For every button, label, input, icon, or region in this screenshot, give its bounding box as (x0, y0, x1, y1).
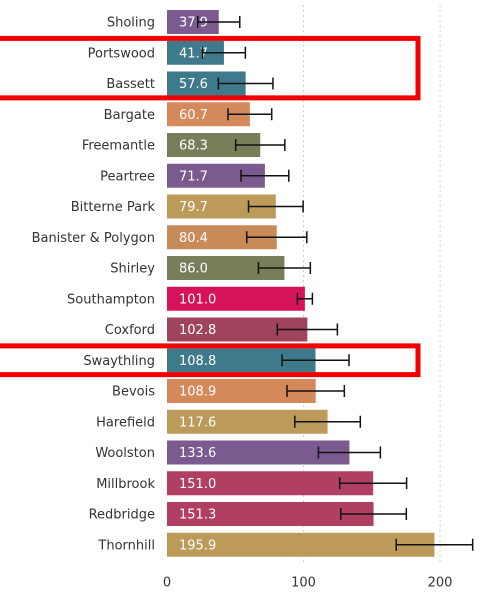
value-label: 86.0 (179, 262, 208, 277)
error-bar (395, 538, 474, 551)
y-tick-label: Coxford (105, 323, 155, 338)
bar (167, 532, 435, 557)
y-tick-label: Swaythling (83, 354, 155, 369)
value-label: 80.4 (179, 231, 208, 246)
value-label: 101.0 (179, 292, 216, 307)
value-label: 108.8 (179, 354, 216, 369)
value-label: 102.8 (179, 323, 216, 338)
value-label: 108.9 (179, 385, 216, 400)
x-tick-label: 200 (428, 576, 453, 591)
error-bar (340, 508, 408, 520)
bar (167, 502, 374, 526)
value-label: 41.7 (179, 46, 208, 61)
highlight-box (0, 343, 421, 378)
highlight-box (0, 35, 421, 101)
error-bar (286, 385, 346, 397)
y-tick-label: Millbrook (96, 477, 155, 492)
error-bar (281, 354, 350, 367)
error-bar (196, 16, 241, 28)
value-label: 57.6 (179, 77, 208, 92)
value-label: 71.7 (179, 169, 208, 184)
value-label: 60.7 (179, 108, 208, 123)
y-tick-label: Harefield (96, 415, 155, 430)
error-bar (245, 231, 308, 244)
y-tick-label: Woolston (95, 446, 155, 461)
error-bar (294, 415, 362, 428)
value-label: 68.3 (179, 139, 208, 154)
error-bar (217, 77, 274, 90)
y-tick-label: Portswood (88, 46, 155, 61)
y-tick-label: Bevois (112, 385, 155, 400)
value-label: 151.3 (179, 508, 216, 523)
value-label: 151.0 (179, 477, 216, 492)
y-tick-label: Shirley (110, 262, 155, 277)
y-tick-label: Bargate (104, 108, 155, 123)
value-label: 79.7 (179, 200, 208, 215)
y-tick-label: Freemantle (82, 139, 155, 154)
y-tick-label: Banister & Polygon (32, 231, 155, 246)
error-bar (227, 108, 273, 121)
error-bar (257, 262, 312, 274)
value-label: 195.9 (179, 538, 216, 553)
value-label: 117.6 (179, 415, 216, 430)
x-tick-label: 100 (291, 576, 316, 591)
error-bar (317, 446, 382, 459)
error-bar (240, 169, 290, 182)
y-tick-label: Sholing (107, 16, 155, 31)
x-tick-label: 0 (163, 576, 171, 591)
error-bar (247, 200, 304, 213)
y-tick-label: Thornhill (97, 538, 155, 553)
bar (167, 286, 305, 311)
error-bar (338, 477, 408, 490)
y-tick-label: Redbridge (89, 508, 155, 523)
error-bar (201, 46, 247, 59)
error-bar (276, 323, 339, 336)
y-tick-label: Bassett (106, 77, 155, 92)
value-label: 37.9 (179, 16, 208, 31)
y-tick-label: Bitterne Park (71, 200, 156, 215)
y-tick-label: Peartree (100, 169, 155, 184)
y-tick-label: Southampton (67, 292, 155, 307)
bar (167, 471, 374, 496)
error-bar (296, 292, 314, 305)
value-label: 133.6 (179, 446, 216, 461)
error-bar (234, 139, 286, 151)
